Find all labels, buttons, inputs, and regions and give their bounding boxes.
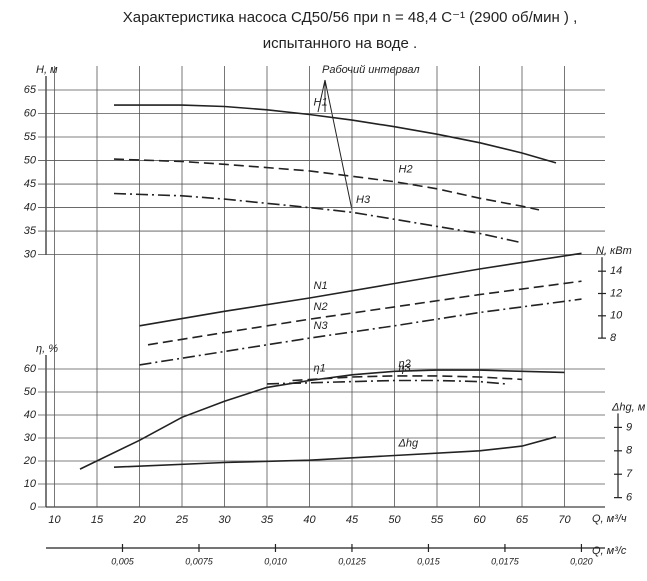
x-tick-label: 70: [558, 514, 571, 526]
y-tick-label: 55: [24, 131, 37, 143]
x2-tick-label: 0,005: [111, 556, 135, 566]
annotation: Рабочий интервал: [322, 64, 420, 76]
series-label: η2: [399, 358, 411, 370]
y-tick-label: 10: [610, 310, 623, 322]
y-tick-label: 40: [24, 409, 37, 421]
x-tick-label: 25: [175, 514, 189, 526]
x-tick-label: 20: [132, 514, 146, 526]
y-tick-label: 65: [24, 84, 37, 96]
y-tick-label: 60: [24, 107, 37, 119]
curve: [113, 192, 523, 244]
x-tick-label: 65: [516, 514, 529, 526]
y-tick-label: 14: [610, 265, 622, 277]
y-tick-label: 8: [610, 332, 617, 344]
series-label: H2: [399, 164, 413, 176]
y-axis-label: N, кВт: [596, 245, 632, 257]
curve: [139, 252, 582, 327]
x2-axis-label: Q, м³/с: [592, 545, 627, 557]
chart-title: Характеристика насоса СД50/56 при n = 48…: [123, 9, 578, 26]
y-tick-label: 50: [24, 386, 37, 398]
x2-tick-label: 0,015: [417, 556, 441, 566]
x-axis-label: Q, м³/ч: [592, 513, 627, 525]
x-tick-label: 30: [218, 514, 231, 526]
curve: [113, 436, 557, 468]
y-tick-label: 20: [23, 455, 37, 467]
curve: [114, 104, 557, 164]
y-tick-label: 30: [24, 249, 37, 261]
x2-tick-label: 0,0075: [185, 556, 214, 566]
y-tick-label: 0: [30, 501, 37, 513]
curve: [147, 280, 582, 346]
x-tick-label: 10: [48, 514, 61, 526]
curve: [266, 379, 506, 385]
series-label: N3: [314, 320, 329, 332]
x-tick-label: 60: [473, 514, 486, 526]
series-label: H3: [356, 194, 371, 206]
x2-tick-label: 0,020: [570, 556, 593, 566]
y-axis-label: H, м: [36, 64, 58, 76]
series-label: N1: [314, 280, 328, 292]
series-label: η3: [399, 362, 412, 374]
x-tick-label: 40: [303, 514, 316, 526]
x-tick-label: 50: [388, 514, 401, 526]
y-tick-label: 60: [24, 363, 37, 375]
curve: [139, 298, 582, 366]
series-label: H1: [314, 96, 328, 108]
y-tick-label: 35: [24, 225, 37, 237]
series-label: Δhg: [398, 437, 419, 449]
y-tick-label: 50: [24, 154, 37, 166]
chart-subtitle: испытанного на воде .: [263, 35, 417, 52]
x2-tick-label: 0,0125: [338, 556, 367, 566]
y-tick-label: 40: [24, 201, 37, 213]
x-tick-label: 35: [261, 514, 274, 526]
curve: [292, 375, 523, 382]
series-label: η1: [314, 362, 326, 374]
y-tick-label: 7: [626, 468, 633, 480]
y-tick-label: 45: [24, 178, 37, 190]
annotation-leaders: [317, 79, 353, 211]
curve: [79, 369, 565, 470]
y-tick-label: 30: [24, 432, 37, 444]
y-axis-label: η, %: [36, 343, 58, 355]
y-tick-label: 9: [626, 421, 632, 433]
y-axis-label: Δhg, м: [611, 401, 646, 413]
y-tick-label: 12: [610, 287, 622, 299]
series-label: N2: [314, 301, 328, 313]
x-tick-label: 15: [91, 514, 104, 526]
y-tick-label: 10: [24, 478, 37, 490]
x-tick-label: 45: [346, 514, 359, 526]
y-tick-label: 6: [626, 492, 633, 504]
y-tick-label: 8: [626, 445, 633, 457]
x2-tick-label: 0,0175: [491, 556, 520, 566]
curve: [113, 158, 540, 211]
x2-tick-label: 0,010: [264, 556, 287, 566]
x-tick-label: 55: [431, 514, 444, 526]
